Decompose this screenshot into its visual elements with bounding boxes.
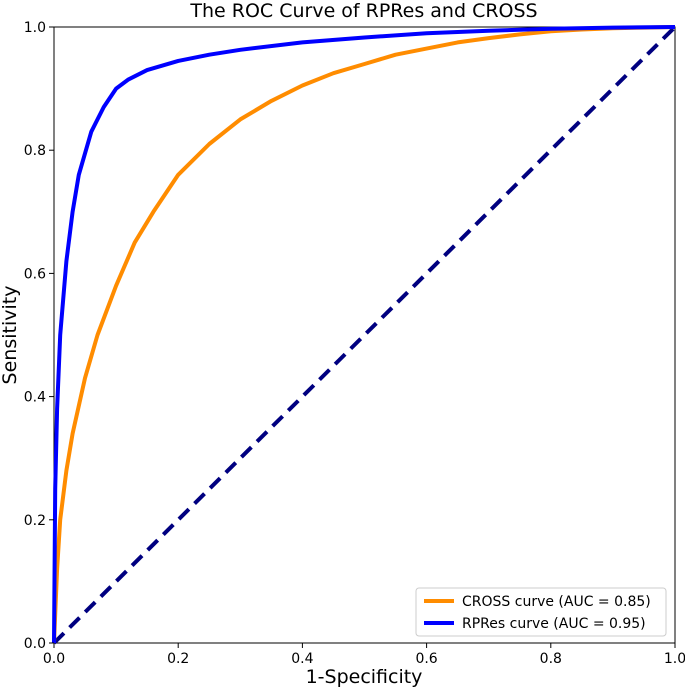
- x-tick-label: 0.6: [415, 651, 437, 667]
- ticks-layer: 0.0 0.2 0.4 0.6 0.8 1.0 0.0 0.2 0.4 0.6 0.8 1.0: [24, 20, 685, 667]
- legend: CROSS curve (AUC = 0.85) RPRes curve (AU…: [415, 587, 667, 637]
- legend-label-cross: CROSS curve (AUC = 0.85): [462, 594, 651, 610]
- plot-area: [53, 26, 676, 644]
- rpres-curve-line: [52, 25, 676, 644]
- legend-label-rpres: RPRes curve (AUC = 0.95): [462, 616, 646, 632]
- diagonal-reference-line: [52, 25, 677, 645]
- y-tick-label: 0.4: [24, 390, 46, 406]
- y-tick-label: 1.0: [24, 20, 46, 36]
- y-tick-label: 0.2: [24, 513, 46, 529]
- legend-box: [415, 587, 667, 637]
- x-tick-label: 0.0: [43, 651, 65, 667]
- x-tick-label: 0.8: [540, 651, 562, 667]
- y-tick-label: 0.6: [24, 266, 46, 282]
- y-tick-label: 0.8: [24, 143, 46, 159]
- cross-curve-line: [52, 25, 676, 644]
- chart-title: The ROC Curve of RPRes and CROSS: [189, 0, 537, 22]
- y-tick-label: 0.0: [24, 636, 46, 652]
- x-tick-label: 0.2: [167, 651, 189, 667]
- series-layer: [52, 25, 677, 645]
- x-tick-label: 0.4: [291, 651, 313, 667]
- y-axis-title: Sensitivity: [0, 286, 21, 385]
- x-tick-label: 1.0: [664, 651, 685, 667]
- x-axis-title: 1-Specificity: [306, 666, 423, 688]
